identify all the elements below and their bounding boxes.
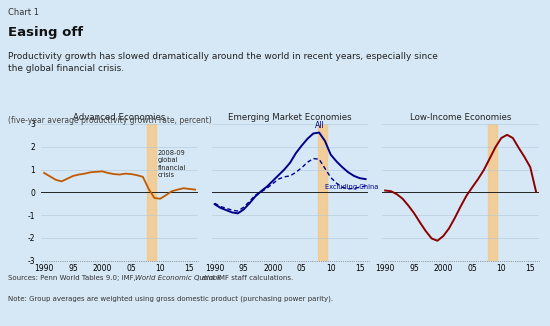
Title: Emerging Market Economies: Emerging Market Economies [228, 113, 352, 122]
Text: 2008-09
global
financial
crisis: 2008-09 global financial crisis [157, 150, 186, 178]
Text: All: All [315, 121, 324, 130]
Title: Advanced Economies: Advanced Economies [74, 113, 166, 122]
Bar [488, 124, 497, 261]
Title: Low-Income Economies: Low-Income Economies [410, 113, 512, 122]
Text: Easing off: Easing off [8, 26, 83, 39]
Text: Chart 1: Chart 1 [8, 8, 39, 17]
Text: ; and IMF staff calculations.: ; and IMF staff calculations. [197, 275, 293, 281]
Text: Productivity growth has slowed dramatically around the world in recent years, es: Productivity growth has slowed dramatica… [8, 52, 438, 73]
Bar [147, 124, 156, 261]
Text: Sources: Penn World Tables 9.0; IMF,: Sources: Penn World Tables 9.0; IMF, [8, 275, 138, 281]
Bar [318, 124, 327, 261]
Text: World Economic Outlook: World Economic Outlook [135, 275, 222, 281]
Text: (five-year average productivity growth rate, percent): (five-year average productivity growth r… [8, 116, 211, 125]
Text: Excluding China: Excluding China [325, 184, 378, 190]
Text: Note: Group averages are weighted using gross domestic product (purchasing power: Note: Group averages are weighted using … [8, 295, 333, 302]
